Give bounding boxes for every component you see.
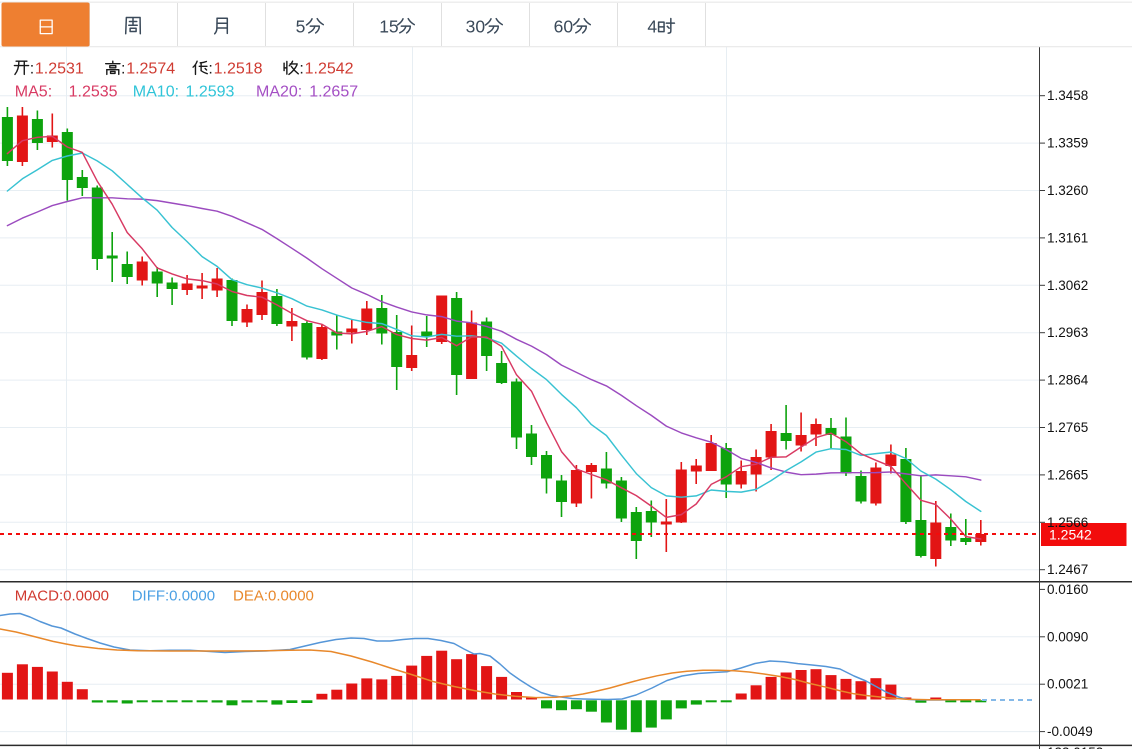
- svg-text:-0.0049: -0.0049: [1047, 724, 1093, 739]
- svg-text:1.2574: 1.2574: [126, 60, 175, 77]
- svg-text:1.3359: 1.3359: [1047, 136, 1088, 151]
- svg-text:4: 4: [647, 17, 657, 37]
- svg-text:1.2531: 1.2531: [35, 60, 84, 77]
- svg-text:MACD:0.0000: MACD:0.0000: [15, 588, 109, 605]
- svg-text:1.3062: 1.3062: [1047, 278, 1088, 293]
- svg-text:1.2963: 1.2963: [1047, 325, 1088, 340]
- svg-text:MA10:: MA10:: [133, 84, 179, 101]
- svg-text:1.2657: 1.2657: [309, 84, 358, 101]
- svg-text:0.0160: 0.0160: [1047, 582, 1088, 597]
- svg-text:0.0021: 0.0021: [1047, 677, 1088, 692]
- svg-text:60: 60: [554, 17, 574, 37]
- svg-text::: :: [121, 60, 125, 77]
- svg-text:1.3161: 1.3161: [1047, 230, 1088, 245]
- svg-text:1.2864: 1.2864: [1047, 373, 1089, 388]
- svg-text:15: 15: [379, 17, 398, 37]
- svg-text:1.2542: 1.2542: [1049, 527, 1092, 543]
- svg-text:1.3458: 1.3458: [1047, 88, 1088, 103]
- svg-text::: :: [208, 60, 212, 77]
- svg-text:1.2542: 1.2542: [305, 60, 354, 77]
- svg-text:1.2665: 1.2665: [1047, 467, 1088, 482]
- svg-text:133.0152: 133.0152: [1047, 745, 1103, 749]
- svg-text:1.2593: 1.2593: [186, 84, 235, 101]
- svg-text::: :: [30, 60, 34, 77]
- svg-text:DEA:0.0000: DEA:0.0000: [233, 588, 314, 605]
- svg-text:1.2518: 1.2518: [214, 60, 263, 77]
- svg-text:1.2566: 1.2566: [1047, 515, 1088, 530]
- svg-text:MA5:: MA5:: [15, 84, 52, 101]
- svg-text:1.2535: 1.2535: [69, 84, 118, 101]
- svg-text:5: 5: [296, 17, 306, 37]
- svg-text:1.2467: 1.2467: [1047, 562, 1088, 577]
- svg-text:DIFF:0.0000: DIFF:0.0000: [132, 588, 215, 605]
- svg-text:0.0090: 0.0090: [1047, 629, 1088, 644]
- svg-text:1.2765: 1.2765: [1047, 420, 1088, 435]
- svg-text:30: 30: [466, 17, 486, 37]
- svg-text:1.3260: 1.3260: [1047, 183, 1088, 198]
- svg-text:MA20:: MA20:: [256, 84, 302, 101]
- svg-text::: :: [299, 60, 303, 77]
